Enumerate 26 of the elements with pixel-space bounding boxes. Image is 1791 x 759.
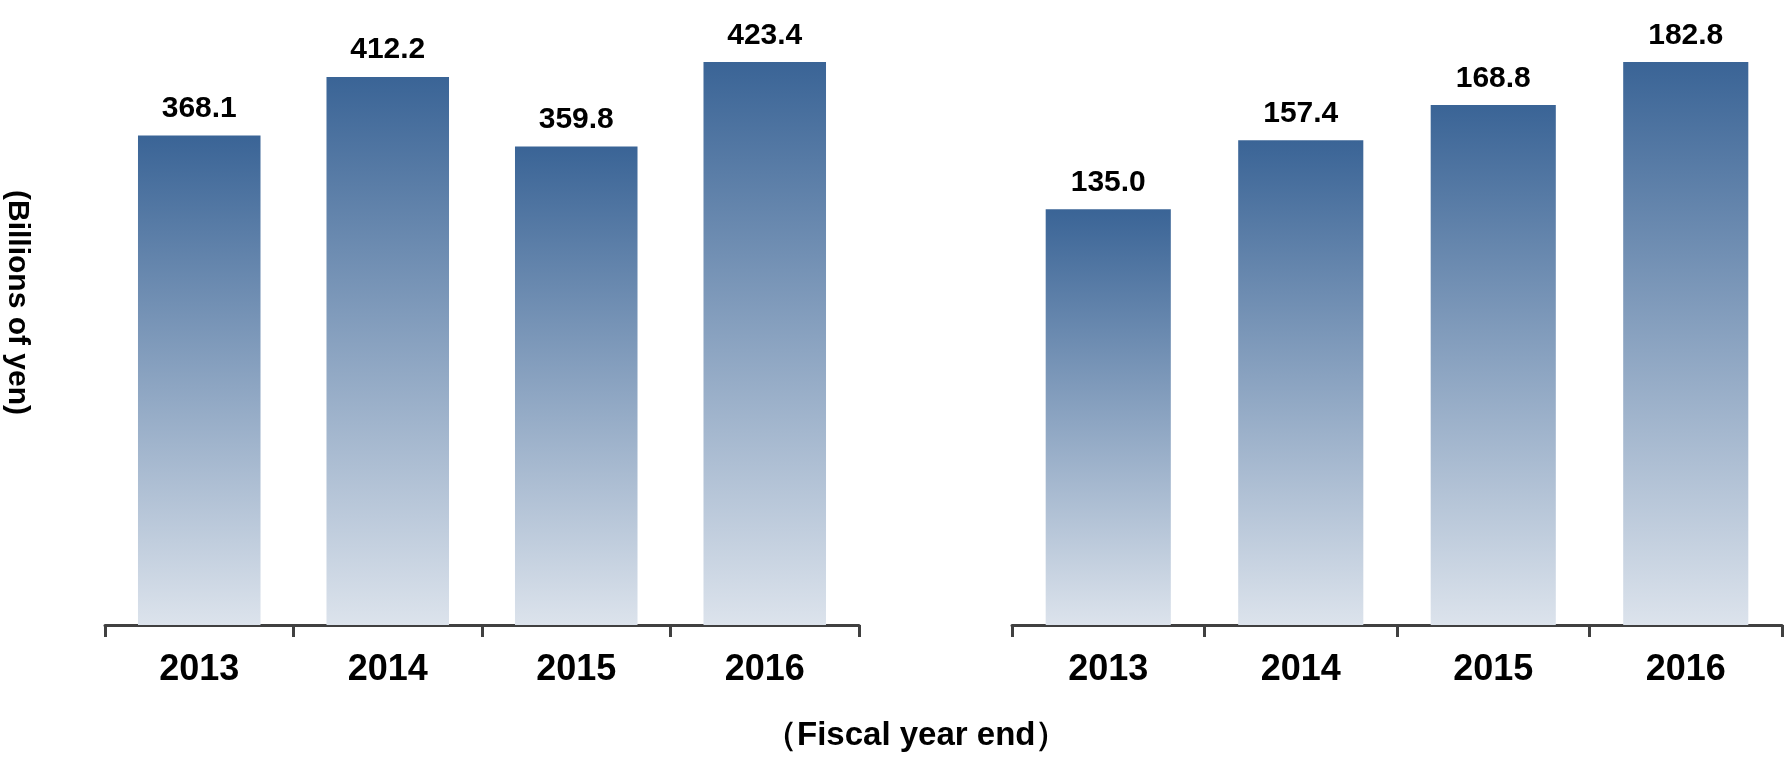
x-tick-label: 2013 <box>1068 646 1149 688</box>
bar <box>1238 140 1364 625</box>
data-label: 423.4 <box>727 16 803 50</box>
bar <box>1045 209 1171 625</box>
data-label: 182.8 <box>1648 16 1724 50</box>
y-axis-title: (Billions of yen) <box>2 190 36 415</box>
data-label: 135.0 <box>1070 163 1146 197</box>
x-tick-label: 2013 <box>159 646 240 688</box>
data-label: 157.4 <box>1263 94 1339 128</box>
x-tick-label: 2014 <box>1260 646 1341 688</box>
x-tick-label: 2016 <box>724 646 805 688</box>
bar <box>703 62 827 625</box>
x-tick-label: 2015 <box>1453 646 1534 688</box>
x-tick-label: 2015 <box>536 646 617 688</box>
x-axis-title: （Fiscal year end） <box>764 714 1069 754</box>
data-label: 368.1 <box>161 90 237 124</box>
bar <box>137 135 261 625</box>
data-label: 412.2 <box>350 31 426 65</box>
x-tick-label: 2014 <box>347 646 428 688</box>
data-label: 168.8 <box>1455 59 1531 93</box>
bar <box>326 76 450 625</box>
bar <box>1430 105 1556 625</box>
x-tick-label: 2016 <box>1645 646 1726 688</box>
data-label: 359.8 <box>538 101 614 135</box>
bar <box>514 146 638 625</box>
bar <box>1623 62 1749 625</box>
